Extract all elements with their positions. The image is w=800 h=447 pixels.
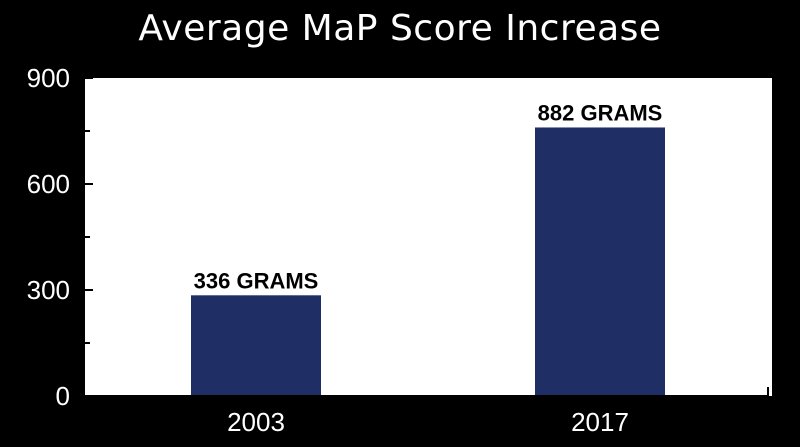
y-tick-label: 300 bbox=[27, 275, 70, 305]
bars: 336 GRAMS 882 GRAMS bbox=[191, 100, 665, 396]
y-tick-label: 900 bbox=[27, 63, 70, 93]
y-axis: 0 300 600 900 bbox=[27, 63, 93, 411]
x-tick-label: 2003 bbox=[227, 407, 285, 437]
y-tick-label: 600 bbox=[27, 169, 70, 199]
bar bbox=[191, 295, 321, 396]
bar-data-label: 336 GRAMS bbox=[194, 268, 319, 293]
plot-area bbox=[84, 78, 772, 396]
y-tick-label: 0 bbox=[56, 381, 70, 411]
chart-title: Average MaP Score Increase bbox=[138, 8, 662, 49]
x-tick-label: 2017 bbox=[571, 407, 629, 437]
bar bbox=[535, 127, 665, 396]
bar-data-label: 882 GRAMS bbox=[538, 100, 663, 125]
x-axis: 2003 2017 bbox=[84, 387, 769, 437]
